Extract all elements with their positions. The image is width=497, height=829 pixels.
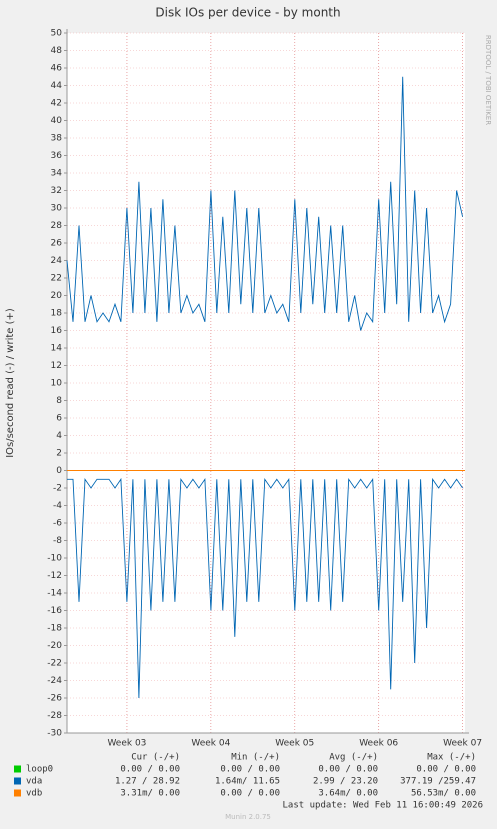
legend-header: Cur (-/+) [131, 753, 180, 763]
y-tick-label: 34 [51, 169, 63, 179]
y-tick-label: -30 [47, 729, 62, 739]
legend-swatch [14, 789, 21, 797]
y-tick-label: 14 [51, 344, 63, 354]
y-tick-label: -24 [47, 676, 62, 686]
y-tick-label: -16 [47, 606, 62, 616]
legend-header: Min (-/+) [231, 753, 280, 763]
legend-swatch [14, 777, 21, 785]
y-tick-label: 2 [56, 449, 62, 459]
y-tick-label: 4 [56, 431, 62, 441]
legend-stat: 1.64m/ 11.65 [215, 777, 280, 787]
legend-name: loop0 [26, 765, 53, 775]
last-update: Last update: Wed Feb 11 16:00:49 2026 [283, 801, 483, 811]
y-tick-label: 10 [51, 379, 63, 389]
y-tick-label: -4 [53, 501, 62, 511]
y-tick-label: -14 [47, 589, 62, 599]
legend-header: Avg (-/+) [329, 753, 378, 763]
y-tick-label: 20 [51, 291, 63, 301]
y-tick-label: 50 [51, 29, 63, 39]
y-tick-label: 36 [51, 151, 63, 161]
y-tick-label: 16 [51, 326, 63, 336]
y-tick-label: -8 [53, 536, 62, 546]
y-tick-label: 44 [51, 81, 63, 91]
legend-stat: 0.00 / 0.00 [220, 765, 280, 775]
legend-stat: 3.64m/ 0.00 [318, 789, 378, 799]
side-label: RRDTOOL / TOBI OETIKER [484, 35, 492, 125]
y-axis-label: IOs/second read (-) / write (+) [5, 308, 16, 458]
x-tick-label: Week 05 [275, 739, 314, 749]
y-tick-label: 30 [51, 204, 63, 214]
x-tick-label: Week 06 [359, 739, 398, 749]
y-tick-label: -28 [47, 711, 62, 721]
legend-stat: 377.19 /259.47 [400, 777, 476, 787]
legend-stat: 0.00 / 0.00 [120, 765, 180, 775]
y-tick-label: -20 [47, 641, 62, 651]
legend-stat: 0.00 / 0.00 [220, 789, 280, 799]
y-tick-label: -2 [53, 484, 62, 494]
y-tick-label: 18 [51, 309, 63, 319]
data-line [67, 477, 463, 699]
legend-stat: 2.99 / 23.20 [313, 777, 378, 787]
y-tick-label: -22 [47, 659, 62, 669]
y-tick-label: 12 [51, 361, 62, 371]
y-tick-label: 26 [51, 239, 63, 249]
y-tick-label: 38 [51, 134, 63, 144]
x-tick-label: Week 04 [191, 739, 230, 749]
x-tick-label: Week 03 [107, 739, 146, 749]
y-tick-label: 28 [51, 221, 63, 231]
y-tick-label: 32 [51, 186, 62, 196]
y-tick-label: -12 [47, 571, 62, 581]
legend-swatch [14, 765, 21, 773]
legend-stat: 1.27 / 28.92 [115, 777, 180, 787]
footer: Munin 2.0.75 [225, 813, 271, 821]
y-tick-label: 46 [51, 64, 63, 74]
data-line [66, 76, 464, 331]
legend-stat: 0.00 / 0.00 [318, 765, 378, 775]
y-tick-label: 40 [51, 116, 63, 126]
legend-name: vda [26, 777, 42, 787]
legend-stat: 3.31m/ 0.00 [120, 789, 180, 799]
y-tick-label: -18 [47, 624, 62, 634]
legend-name: vdb [26, 789, 42, 799]
y-tick-label: 6 [56, 414, 62, 424]
y-tick-label: 42 [51, 99, 62, 109]
y-tick-label: -6 [53, 519, 62, 529]
y-tick-label: 24 [51, 256, 63, 266]
y-tick-label: 0 [56, 466, 62, 476]
y-tick-label: -26 [47, 694, 62, 704]
y-tick-label: -10 [47, 554, 62, 564]
chart-title: Disk IOs per device - by month [155, 6, 340, 20]
y-tick-label: 48 [51, 46, 63, 56]
legend-stat: 0.00 / 0.00 [416, 765, 476, 775]
legend-stat: 56.53m/ 0.00 [411, 789, 476, 799]
x-tick-label: Week 07 [443, 739, 482, 749]
legend-header: Max (-/+) [427, 753, 476, 763]
y-tick-label: 22 [51, 274, 62, 284]
y-tick-label: 8 [56, 396, 62, 406]
